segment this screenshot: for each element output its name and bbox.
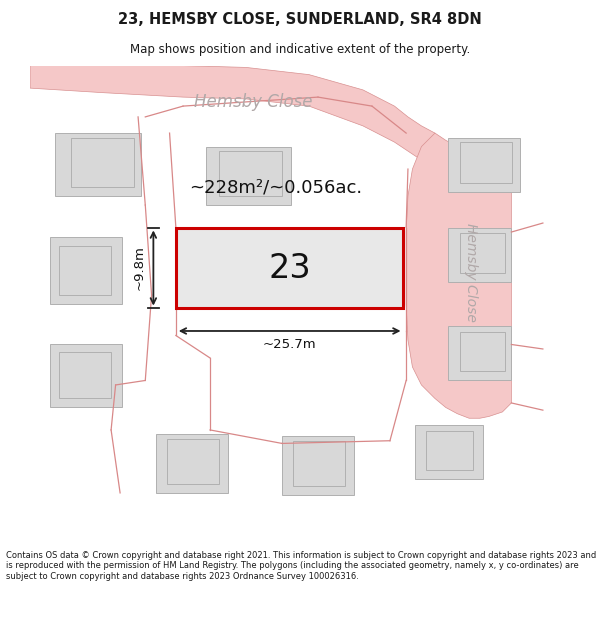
Bar xyxy=(156,434,228,493)
Bar xyxy=(448,326,511,381)
Bar xyxy=(71,138,134,187)
Polygon shape xyxy=(30,66,435,164)
Polygon shape xyxy=(406,133,511,418)
Bar xyxy=(448,138,520,191)
Text: 23: 23 xyxy=(268,251,311,284)
Text: Hemsby Close: Hemsby Close xyxy=(194,92,313,111)
Bar xyxy=(415,426,482,479)
Bar xyxy=(460,142,512,182)
Bar xyxy=(282,436,354,495)
Bar xyxy=(50,344,122,408)
Bar xyxy=(293,441,345,486)
Bar xyxy=(59,246,111,295)
Bar xyxy=(426,431,473,471)
Text: Hemsby Close: Hemsby Close xyxy=(464,223,478,322)
Text: ~9.8m: ~9.8m xyxy=(133,246,145,291)
Bar xyxy=(206,147,291,205)
Bar xyxy=(55,133,141,196)
Text: 23, HEMSBY CLOSE, SUNDERLAND, SR4 8DN: 23, HEMSBY CLOSE, SUNDERLAND, SR4 8DN xyxy=(118,12,482,27)
Bar xyxy=(460,332,505,371)
Text: ~25.7m: ~25.7m xyxy=(263,338,316,351)
Bar xyxy=(167,439,219,484)
Bar xyxy=(448,228,511,281)
Bar xyxy=(50,236,122,304)
Text: ~228m²/~0.056ac.: ~228m²/~0.056ac. xyxy=(190,178,363,196)
Bar xyxy=(59,352,111,399)
Bar xyxy=(219,151,282,196)
Text: Map shows position and indicative extent of the property.: Map shows position and indicative extent… xyxy=(130,42,470,56)
Bar xyxy=(460,233,505,272)
Text: Contains OS data © Crown copyright and database right 2021. This information is : Contains OS data © Crown copyright and d… xyxy=(6,551,596,581)
Bar xyxy=(176,228,403,309)
